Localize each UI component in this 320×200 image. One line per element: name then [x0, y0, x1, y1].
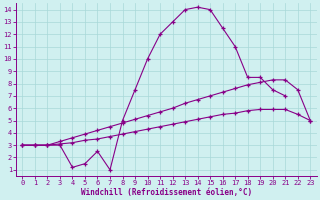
X-axis label: Windchill (Refroidissement éolien,°C): Windchill (Refroidissement éolien,°C) — [81, 188, 252, 197]
